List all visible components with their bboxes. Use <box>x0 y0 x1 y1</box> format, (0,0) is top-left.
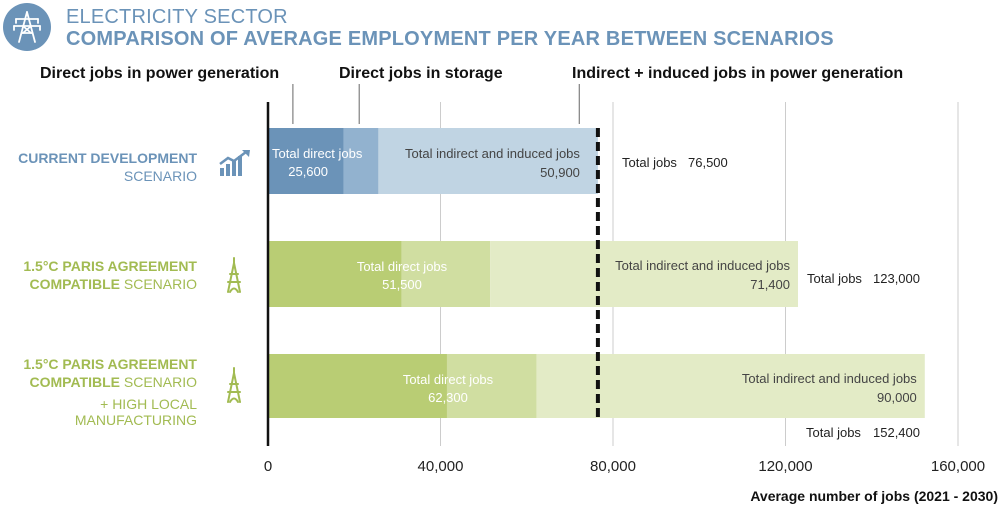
total-jobs-value: 123,000 <box>873 271 920 286</box>
direct-jobs-value: 25,600 <box>288 164 328 179</box>
bar-segment <box>446 354 537 418</box>
category-label-extra: MANUFACTURING <box>75 412 197 428</box>
category-label-bold-part: COMPATIBLE <box>30 374 120 390</box>
bar-segment <box>268 241 402 307</box>
trend-up-chart-icon <box>219 150 250 176</box>
direct-jobs-label: Total direct jobs <box>272 146 363 161</box>
bar-segment <box>268 354 447 418</box>
bar-segment <box>268 128 344 194</box>
category-label-line2: COMPATIBLE SCENARIO <box>30 374 198 390</box>
total-jobs-label: Total jobs <box>806 425 861 440</box>
total-jobs-label: Total jobs <box>807 271 862 286</box>
indirect-jobs-label: Total indirect and induced jobs <box>405 146 580 161</box>
x-tick-label: 160,000 <box>931 458 985 475</box>
total-jobs-label: Total jobs <box>622 155 677 170</box>
indirect-jobs-value: 50,900 <box>540 165 580 180</box>
direct-jobs-value: 62,300 <box>428 390 468 405</box>
icon-arch <box>229 287 239 293</box>
category-label-line2: COMPATIBLE SCENARIO <box>30 276 198 292</box>
icon-trend-line <box>219 151 247 165</box>
icon-bar <box>238 156 242 176</box>
bar-segment <box>490 241 799 307</box>
category-label: CURRENT DEVELOPMENT <box>18 150 197 166</box>
direct-jobs-label: Total direct jobs <box>357 259 448 274</box>
direct-jobs-value: 51,500 <box>382 277 422 292</box>
category-label-light-part: SCENARIO <box>120 374 197 390</box>
top-series-label: Indirect + induced jobs in power generat… <box>572 65 903 82</box>
indirect-jobs-label: Total indirect and induced jobs <box>742 371 917 386</box>
x-tick-label: 120,000 <box>758 458 812 475</box>
bar-segment <box>378 128 598 194</box>
icon-stroke <box>233 262 241 293</box>
x-tick-label: 80,000 <box>590 458 636 475</box>
indirect-jobs-value: 90,000 <box>877 390 917 405</box>
icon-stroke <box>227 372 235 403</box>
icon-arch <box>229 397 239 403</box>
bar-segment <box>401 241 491 307</box>
top-series-label: Direct jobs in power generation <box>40 65 279 82</box>
direct-jobs-label: Total direct jobs <box>403 372 494 387</box>
bar-segment <box>343 128 379 194</box>
category-label-bold-part: COMPATIBLE <box>30 276 120 292</box>
bar-segment <box>536 354 925 418</box>
total-jobs-value: 152,400 <box>873 425 920 440</box>
header-subtitle: COMPARISON OF AVERAGE EMPLOYMENT PER YEA… <box>66 28 834 50</box>
power-pylon-icon <box>3 3 51 51</box>
header-title: ELECTRICITY SECTOR <box>66 6 288 28</box>
indirect-jobs-label: Total indirect and induced jobs <box>615 258 790 273</box>
indirect-jobs-value: 71,400 <box>750 277 790 292</box>
category-label-light-part: SCENARIO <box>120 276 197 292</box>
category-label-line2: SCENARIO <box>124 168 197 184</box>
x-tick-label: 0 <box>264 458 272 475</box>
icon-stroke <box>233 372 241 403</box>
icon-arrow-head <box>242 150 250 157</box>
icon-stroke <box>227 262 235 293</box>
x-axis-title: Average number of jobs (2021 - 2030) <box>750 488 998 504</box>
icon-bar <box>226 164 230 176</box>
category-label-extra: + HIGH LOCAL <box>100 396 197 412</box>
icon-bar <box>220 168 224 176</box>
total-jobs-value: 76,500 <box>688 155 728 170</box>
eiffel-tower-icon <box>227 257 241 293</box>
icon-bar <box>232 160 236 176</box>
x-tick-label: 40,000 <box>418 458 464 475</box>
category-label: 1.5°C PARIS AGREEMENT <box>23 258 197 274</box>
category-label: 1.5°C PARIS AGREEMENT <box>23 356 197 372</box>
category-label-light-part: SCENARIO <box>124 168 197 184</box>
eiffel-tower-icon <box>227 367 241 403</box>
top-series-label: Direct jobs in storage <box>339 65 503 82</box>
